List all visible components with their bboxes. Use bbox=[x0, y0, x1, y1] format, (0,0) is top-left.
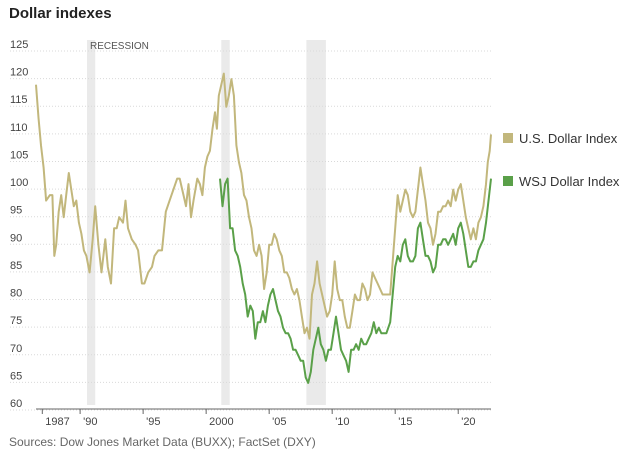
x-tick-label: '90 bbox=[83, 416, 97, 428]
y-tick-label: 60 bbox=[10, 398, 22, 410]
legend-swatch bbox=[503, 133, 513, 143]
y-tick-label: 65 bbox=[10, 370, 22, 382]
y-tick-label: 80 bbox=[10, 288, 22, 300]
x-tick-label: '20 bbox=[461, 416, 475, 428]
y-tick-label: 115 bbox=[10, 94, 28, 106]
recession-band bbox=[221, 40, 230, 405]
x-tick-label: '05 bbox=[272, 416, 286, 428]
legend: U.S. Dollar Index WSJ Dollar Index bbox=[503, 131, 620, 189]
source-note: Sources: Dow Jones Market Data (BUXX); F… bbox=[9, 435, 316, 449]
x-tick-label: '10 bbox=[335, 416, 349, 428]
series-lines bbox=[35, 72, 492, 384]
y-tick-label: 125 bbox=[10, 39, 28, 51]
y-tick-label: 110 bbox=[10, 122, 28, 134]
y-tick-label: 90 bbox=[10, 232, 22, 244]
chart-title: Dollar indexes bbox=[9, 5, 112, 22]
x-tick-label: 1987 bbox=[45, 416, 69, 428]
y-tick-label: 85 bbox=[10, 260, 22, 272]
gridlines bbox=[10, 50, 491, 411]
y-tick-label: 70 bbox=[10, 343, 22, 355]
y-tick-label: 95 bbox=[10, 205, 22, 217]
y-tick-label: 105 bbox=[10, 149, 28, 161]
y-tick-label: 120 bbox=[10, 67, 28, 79]
legend-swatch bbox=[503, 176, 513, 186]
x-tick-label: '95 bbox=[146, 416, 160, 428]
series-line-wsj-dollar-index bbox=[219, 177, 492, 384]
y-axis-ticks: 60 65 70 75 80 85 90 95 100 105 110 115 120 125 bbox=[10, 39, 28, 410]
series-line-us-dollar-index bbox=[35, 72, 492, 340]
y-tick-label: 100 bbox=[10, 177, 28, 189]
recession-band bbox=[87, 40, 96, 405]
x-tick-label: '15 bbox=[398, 416, 412, 428]
legend-label: WSJ Dollar Index bbox=[519, 174, 620, 189]
legend-label: U.S. Dollar Index bbox=[519, 131, 618, 146]
y-tick-label: 75 bbox=[10, 315, 22, 327]
x-axis-ticks: 1987 '90 '95 2000 '05 '10 '15 '20 bbox=[36, 408, 491, 428]
recession-annotation: RECESSION bbox=[90, 41, 149, 52]
x-tick-label: 2000 bbox=[209, 416, 233, 428]
